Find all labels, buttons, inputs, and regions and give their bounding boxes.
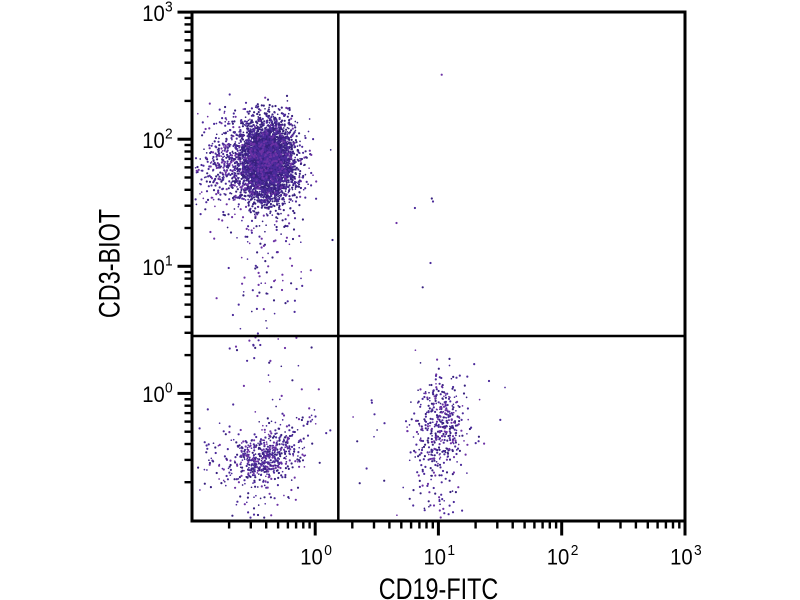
svg-text:2: 2 bbox=[165, 126, 173, 143]
svg-text:2: 2 bbox=[571, 543, 579, 560]
svg-text:0: 0 bbox=[165, 380, 173, 397]
svg-text:3: 3 bbox=[165, 0, 173, 16]
svg-text:10: 10 bbox=[423, 546, 446, 570]
svg-text:10: 10 bbox=[300, 546, 323, 570]
svg-text:3: 3 bbox=[694, 543, 702, 560]
svg-text:10: 10 bbox=[142, 129, 165, 153]
svg-text:CD19-FITC: CD19-FITC bbox=[379, 572, 499, 600]
svg-text:1: 1 bbox=[447, 543, 455, 560]
svg-text:1: 1 bbox=[165, 253, 173, 270]
svg-text:10: 10 bbox=[142, 2, 165, 26]
svg-text:10: 10 bbox=[547, 546, 570, 570]
svg-text:CD3-BIOT: CD3-BIOT bbox=[93, 209, 126, 318]
svg-text:10: 10 bbox=[142, 383, 165, 407]
svg-text:10: 10 bbox=[670, 546, 693, 570]
svg-text:0: 0 bbox=[324, 543, 332, 560]
svg-text:10: 10 bbox=[142, 256, 165, 280]
